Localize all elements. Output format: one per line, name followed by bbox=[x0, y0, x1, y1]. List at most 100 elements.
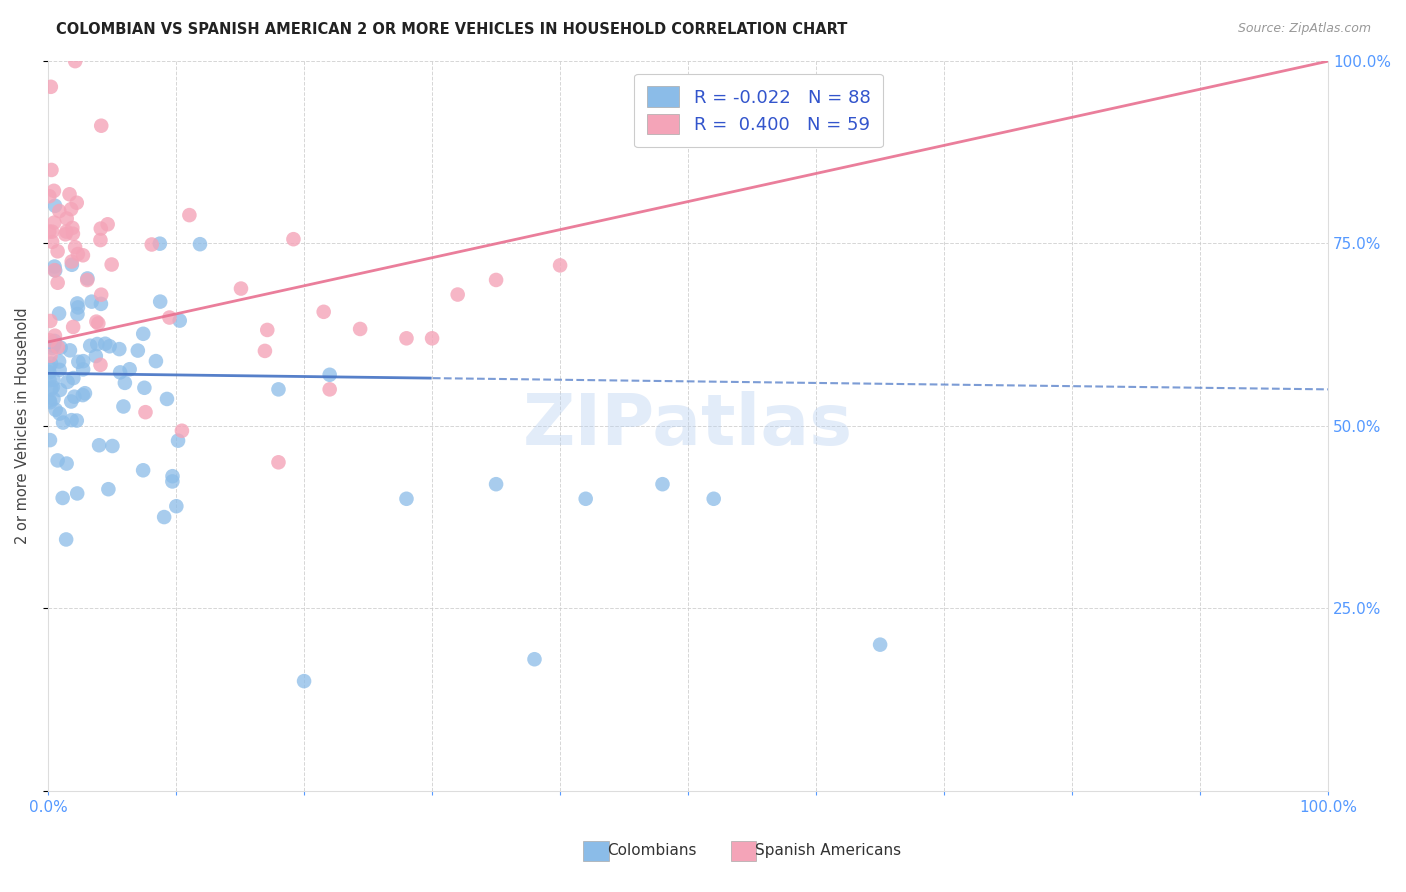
Point bbox=[66, 413, 89, 427]
Point bbox=[63, 54, 86, 69]
Point bbox=[292, 674, 315, 689]
Point bbox=[66, 195, 89, 210]
Point bbox=[56, 375, 79, 389]
Point bbox=[98, 339, 121, 353]
Point bbox=[38, 373, 60, 387]
Point bbox=[101, 439, 124, 453]
Point bbox=[60, 413, 83, 427]
Point bbox=[134, 381, 156, 395]
Point bbox=[46, 340, 69, 354]
Point bbox=[44, 263, 66, 277]
Point bbox=[52, 491, 75, 505]
Point bbox=[48, 363, 70, 377]
Point bbox=[48, 407, 70, 421]
Point bbox=[114, 376, 136, 390]
Point bbox=[55, 225, 77, 239]
Point bbox=[188, 237, 211, 252]
Point bbox=[79, 339, 101, 353]
Point bbox=[41, 163, 63, 178]
Point bbox=[72, 354, 94, 368]
Point bbox=[318, 383, 340, 397]
Point bbox=[45, 402, 67, 417]
Text: Spanish Americans: Spanish Americans bbox=[755, 844, 901, 858]
Point bbox=[94, 336, 117, 351]
Point bbox=[49, 341, 72, 355]
Point bbox=[58, 187, 80, 202]
Point bbox=[39, 349, 62, 363]
Point bbox=[179, 208, 201, 222]
Point bbox=[49, 383, 72, 397]
Point bbox=[39, 334, 62, 348]
Point bbox=[84, 349, 107, 363]
Text: Source: ZipAtlas.com: Source: ZipAtlas.com bbox=[1237, 22, 1371, 36]
Point bbox=[149, 294, 172, 309]
Point bbox=[132, 326, 155, 341]
Point bbox=[703, 491, 725, 506]
Point bbox=[44, 334, 66, 348]
Point bbox=[651, 477, 673, 491]
Point bbox=[312, 305, 335, 319]
Point bbox=[41, 341, 63, 355]
Point bbox=[39, 433, 62, 447]
Point bbox=[256, 323, 278, 337]
Point bbox=[267, 455, 290, 469]
Point bbox=[72, 248, 94, 262]
Point bbox=[127, 343, 149, 358]
Point bbox=[349, 322, 371, 336]
Point bbox=[39, 395, 62, 409]
Point bbox=[72, 362, 94, 376]
Point bbox=[55, 227, 77, 242]
Point bbox=[52, 416, 75, 430]
Point bbox=[229, 282, 252, 296]
Point bbox=[44, 216, 66, 230]
Point bbox=[46, 453, 69, 467]
Point bbox=[156, 392, 179, 406]
Point bbox=[162, 469, 184, 483]
Point bbox=[420, 331, 443, 345]
Point bbox=[162, 475, 184, 489]
Point bbox=[118, 362, 141, 376]
Point bbox=[38, 365, 60, 379]
Point bbox=[48, 306, 70, 320]
Point bbox=[39, 314, 62, 328]
Point bbox=[89, 358, 111, 372]
Point bbox=[167, 434, 190, 448]
Point bbox=[153, 510, 176, 524]
Point bbox=[141, 237, 163, 252]
Point bbox=[66, 296, 89, 310]
Point bbox=[395, 491, 418, 506]
Point bbox=[66, 307, 89, 321]
Point bbox=[253, 343, 276, 358]
Point bbox=[41, 225, 63, 239]
Point bbox=[86, 337, 108, 351]
Point bbox=[66, 301, 89, 315]
Point bbox=[108, 365, 131, 379]
Point bbox=[38, 189, 60, 203]
Point bbox=[62, 371, 84, 385]
Point bbox=[134, 405, 156, 419]
Point bbox=[89, 233, 111, 247]
Point bbox=[39, 79, 62, 94]
Point bbox=[60, 202, 83, 216]
Point bbox=[41, 382, 63, 396]
Point bbox=[44, 263, 66, 277]
Point bbox=[39, 357, 62, 371]
Point bbox=[38, 393, 60, 408]
Point bbox=[63, 390, 86, 404]
Point bbox=[80, 294, 103, 309]
Point bbox=[41, 235, 63, 249]
Point bbox=[159, 310, 181, 325]
Point bbox=[46, 276, 69, 290]
Text: ZIPatlas: ZIPatlas bbox=[523, 392, 853, 460]
Point bbox=[42, 339, 65, 353]
Point bbox=[60, 258, 83, 272]
Point bbox=[42, 184, 65, 198]
Point bbox=[76, 271, 98, 285]
Point bbox=[46, 244, 69, 259]
Point bbox=[38, 360, 60, 375]
Point bbox=[108, 342, 131, 356]
Point bbox=[38, 225, 60, 239]
Point bbox=[318, 368, 340, 382]
Point bbox=[90, 287, 112, 301]
Point bbox=[283, 232, 305, 246]
